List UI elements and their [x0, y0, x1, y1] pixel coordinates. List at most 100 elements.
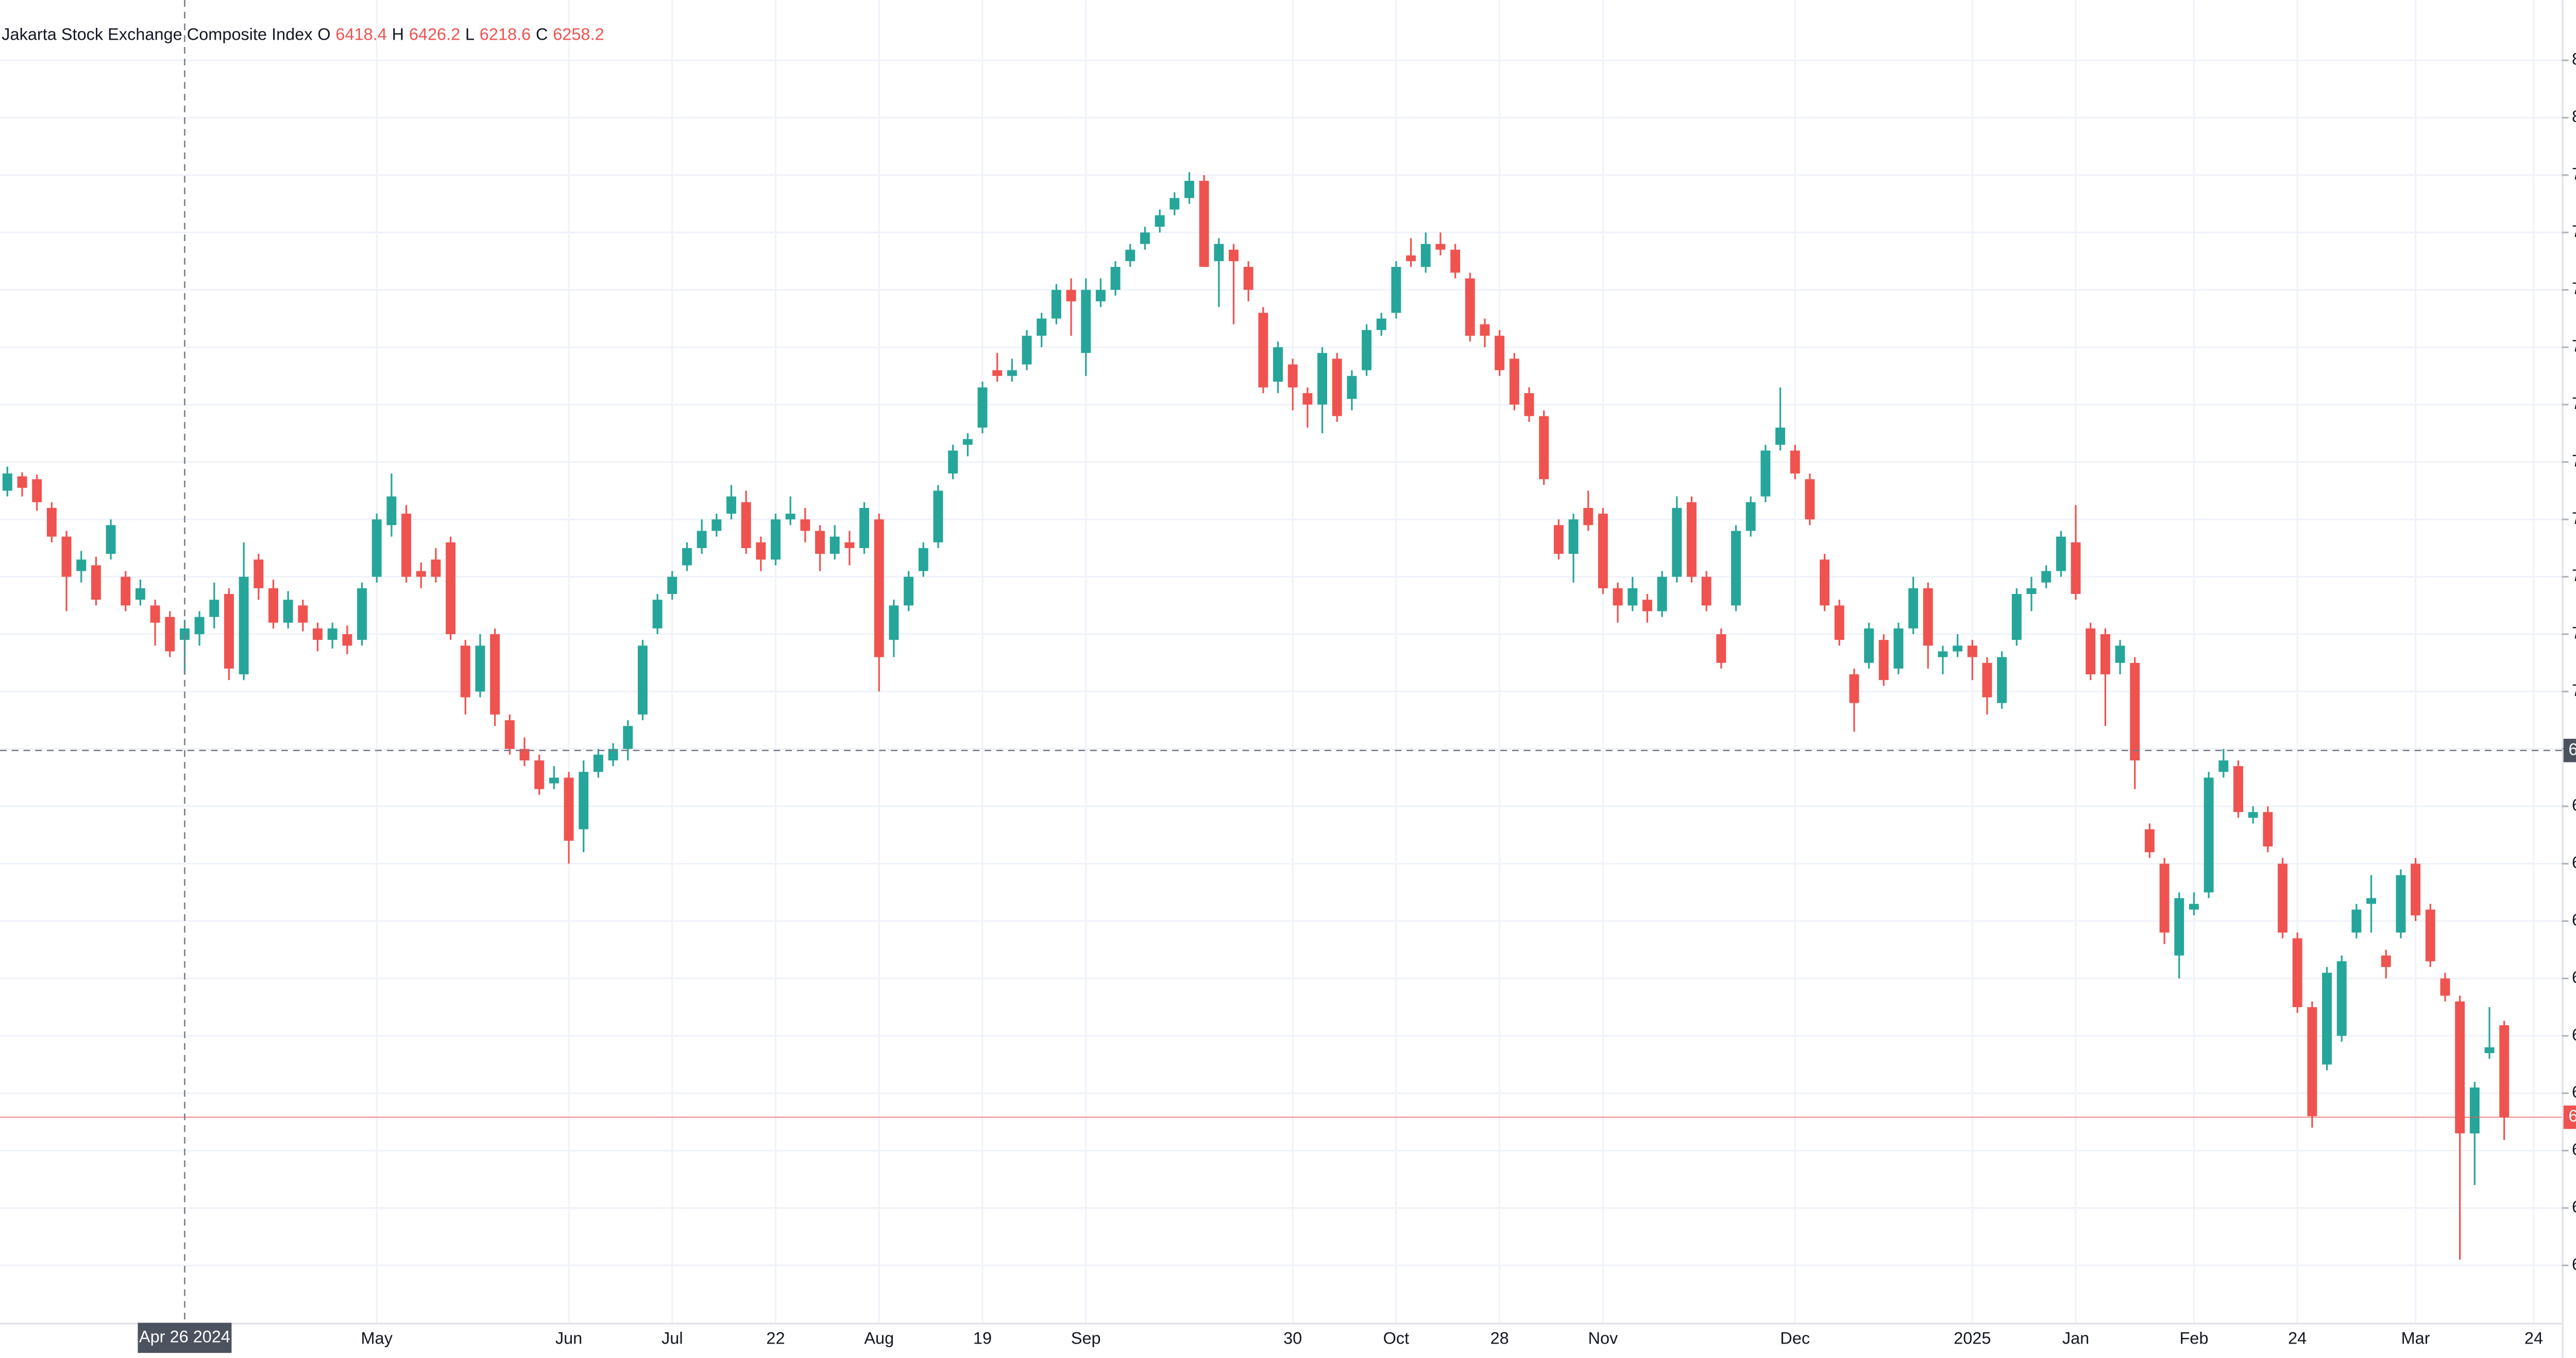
candle-body: [933, 490, 943, 542]
legend-title: Jakarta Stock Exchange Composite Index: [2, 25, 312, 43]
candle-body: [2174, 898, 2184, 956]
candle-body: [815, 531, 825, 554]
candle-body: [253, 559, 264, 588]
x-tick-label: 2025: [1954, 1329, 1991, 1348]
candle-body: [2322, 973, 2332, 1065]
candle-body: [2425, 909, 2435, 961]
candle-body: [106, 525, 116, 554]
y-tick-label: 6200: [2572, 1140, 2576, 1159]
x-tick-label: Oct: [1383, 1329, 1410, 1348]
x-tick-label: 24: [2524, 1329, 2543, 1348]
candle-body: [2115, 646, 2125, 663]
candle-body: [904, 576, 914, 606]
candle-body: [1908, 588, 1919, 629]
candle-body: [475, 646, 485, 692]
x-tick-label: Jul: [662, 1329, 683, 1348]
candle-body: [579, 772, 589, 829]
x-tick-label: Feb: [2179, 1329, 2208, 1348]
x-tick-label: 24: [2288, 1329, 2307, 1348]
candle-body: [697, 531, 707, 548]
x-tick-label: Aug: [864, 1329, 894, 1348]
candle-body: [2336, 961, 2347, 1036]
candle-body: [1302, 393, 1313, 405]
candle-body: [623, 726, 633, 749]
candle-body: [342, 634, 352, 646]
candle-body: [1760, 450, 1771, 497]
candle-body: [1287, 364, 1298, 387]
candle-body: [1051, 290, 1061, 319]
candle-body: [1037, 318, 1047, 336]
candle-body: [1140, 232, 1150, 244]
candle-body: [1007, 370, 1017, 376]
candle-body: [756, 542, 766, 560]
candle-body: [1790, 450, 1800, 474]
candle-body: [1465, 278, 1475, 336]
candle-body: [2411, 863, 2421, 915]
candle-body: [549, 777, 559, 784]
candle-body: [1864, 628, 1874, 663]
candle-body: [519, 749, 530, 761]
candle-body: [2233, 766, 2243, 812]
candle-body: [859, 507, 870, 548]
candle-body: [1539, 416, 1549, 480]
legend: Jakarta Stock Exchange Composite Index O 6…: [2, 25, 604, 43]
candle-body: [1553, 525, 1564, 554]
candle-body: [1583, 507, 1594, 525]
y-tick-label: 8000: [2572, 107, 2576, 126]
candle-body: [1923, 588, 1933, 646]
candle-body: [711, 519, 722, 531]
candle-body: [1686, 502, 1697, 577]
legend-value: 6418.4: [335, 25, 386, 43]
candle-body: [2130, 663, 2140, 761]
candle-body: [1495, 335, 1505, 370]
candle-body: [637, 646, 648, 715]
candle-body: [1022, 335, 1032, 365]
candle-body: [2455, 1001, 2465, 1134]
candle-body: [2469, 1087, 2480, 1134]
candle-body: [165, 617, 175, 652]
candle-body: [918, 548, 928, 571]
candle-body: [1155, 215, 1165, 227]
x-tick-label: Mar: [2401, 1329, 2430, 1348]
candle-body: [46, 507, 57, 537]
candle-body: [1273, 347, 1283, 382]
candle-body: [76, 559, 87, 571]
candle-body: [1509, 359, 1519, 405]
candle-body: [2011, 593, 2022, 640]
candle-body: [268, 588, 278, 623]
candle-body: [2144, 829, 2155, 853]
candle-body: [1834, 605, 1844, 640]
candle-body: [1317, 353, 1328, 405]
x-tick-label: Sep: [1071, 1329, 1101, 1348]
crosshair-date-label: Apr 26 2024: [139, 1327, 230, 1346]
candle-body: [1258, 313, 1268, 387]
candle-body: [771, 519, 781, 560]
legend-key: H: [392, 25, 404, 43]
candle-body: [1066, 290, 1076, 301]
candle-body: [1953, 646, 1963, 652]
candle-body: [593, 754, 603, 772]
candle-body: [504, 720, 515, 749]
y-tick-label: 6800: [2572, 796, 2576, 814]
candle-body: [121, 576, 131, 606]
candle-body: [371, 519, 382, 577]
candle-body: [1938, 651, 1948, 657]
candle-body: [1613, 588, 1623, 606]
y-tick-label: 7500: [2572, 394, 2576, 413]
candle-body: [1967, 646, 1977, 657]
candle-body: [1347, 376, 1357, 399]
candle-body: [209, 600, 219, 617]
candle-body: [1081, 290, 1091, 353]
candle-body: [1893, 628, 1904, 669]
candle-body: [1731, 531, 1741, 606]
candle-body: [460, 646, 470, 698]
candle-body: [844, 542, 855, 548]
candle-body: [1628, 588, 1638, 606]
candle-body: [1391, 267, 1401, 313]
candle-body: [490, 634, 500, 715]
candle-body: [977, 387, 988, 428]
candle-body: [1243, 267, 1253, 290]
candle-body: [298, 605, 308, 623]
candle-body: [1362, 330, 1372, 370]
